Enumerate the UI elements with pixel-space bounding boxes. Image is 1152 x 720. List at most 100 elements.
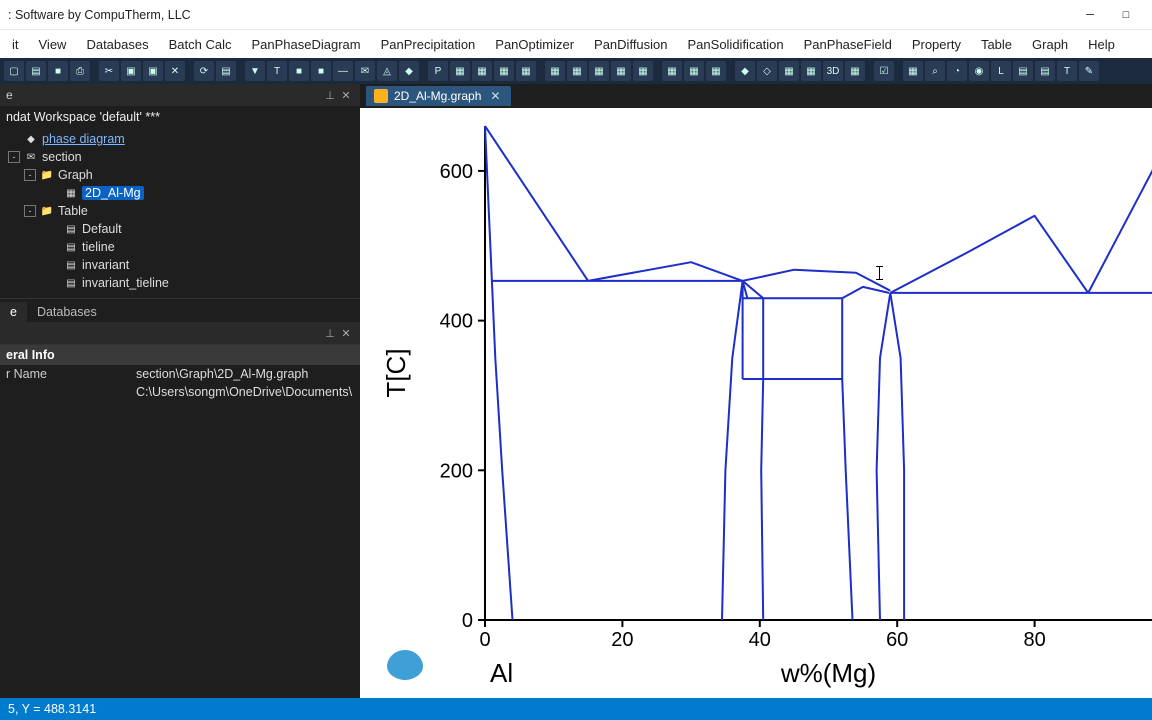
- toolbar-button[interactable]: ▤: [26, 61, 46, 81]
- tree-node-icon: ▦: [64, 186, 78, 200]
- toolbar-button[interactable]: ▦: [903, 61, 923, 81]
- menu-help[interactable]: Help: [1078, 33, 1125, 56]
- toolbar-button[interactable]: ⌕: [925, 61, 945, 81]
- toolbar-button[interactable]: L: [991, 61, 1011, 81]
- toolbar-button[interactable]: ▦: [494, 61, 514, 81]
- tree-item[interactable]: ▤invariant_tieline: [2, 274, 358, 292]
- menu-panphasediagram[interactable]: PanPhaseDiagram: [241, 33, 370, 56]
- tree-expander-icon[interactable]: -: [24, 169, 36, 181]
- workspace-tree[interactable]: ◆phase diagram-✉section-📁Graph ▦ 2D_Al-Mg -…: [0, 128, 360, 298]
- menu-table[interactable]: Table: [971, 33, 1022, 56]
- toolbar-button[interactable]: ■: [48, 61, 68, 81]
- tree-node-label: phase diagram: [42, 132, 125, 146]
- toolbar-button[interactable]: ■: [289, 61, 309, 81]
- toolbar-button[interactable]: ✎: [1079, 61, 1099, 81]
- tree-item[interactable]: ▦ 2D_Al-Mg: [2, 184, 358, 202]
- toolbar-button[interactable]: ▦: [779, 61, 799, 81]
- tree-item[interactable]: -✉section: [2, 148, 358, 166]
- pin-icon[interactable]: ⊥: [322, 327, 338, 340]
- menu-databases[interactable]: Databases: [76, 33, 158, 56]
- toolbar-button[interactable]: ☑: [874, 61, 894, 81]
- toolbar-button[interactable]: ◇: [757, 61, 777, 81]
- toolbar-button[interactable]: —: [333, 61, 353, 81]
- menu-batch-calc[interactable]: Batch Calc: [159, 33, 242, 56]
- menu-it[interactable]: it: [2, 33, 29, 56]
- toolbar-button[interactable]: ▦: [516, 61, 536, 81]
- svg-text:T[C]: T[C]: [381, 348, 411, 397]
- toolbar-button[interactable]: ◬: [377, 61, 397, 81]
- toolbar-button[interactable]: ◆: [399, 61, 419, 81]
- toolbar-button[interactable]: ▦: [589, 61, 609, 81]
- pin-icon[interactable]: ⊥: [322, 89, 338, 102]
- toolbar-button[interactable]: T: [267, 61, 287, 81]
- menu-panoptimizer[interactable]: PanOptimizer: [485, 33, 584, 56]
- info-row: C:\Users\songm\OneDrive\Documents\: [0, 383, 360, 401]
- toolbar-button[interactable]: ▣: [143, 61, 163, 81]
- workspace-panel-title: e: [6, 88, 13, 102]
- svg-text:20: 20: [611, 629, 633, 651]
- menu-view[interactable]: View: [29, 33, 77, 56]
- toolbar-button[interactable]: ▦: [611, 61, 631, 81]
- toolbar-button[interactable]: ▦: [633, 61, 653, 81]
- toolbar-button[interactable]: ▦: [684, 61, 704, 81]
- toolbar-button[interactable]: ✕: [165, 61, 185, 81]
- tree-expander-icon[interactable]: -: [24, 205, 36, 217]
- toolbar-button[interactable]: ▤: [216, 61, 236, 81]
- close-icon[interactable]: ✕: [338, 327, 354, 340]
- toolbar-button[interactable]: ◉: [969, 61, 989, 81]
- tree-expander-icon[interactable]: -: [8, 151, 20, 163]
- tree-item[interactable]: ▤tieline: [2, 238, 358, 256]
- toolbar-button[interactable]: 3D: [823, 61, 843, 81]
- close-icon[interactable]: ✕: [338, 89, 354, 102]
- toolbar-button[interactable]: T: [1057, 61, 1077, 81]
- tree-item[interactable]: ▤Default: [2, 220, 358, 238]
- main-toolbar: ▢▤■⎙✂▣▣✕⟳▤▼T■■—✉◬◆P▦▦▦▦▦▦▦▦▦▦▦▦◆◇▦▦3D▦☑▦…: [0, 58, 1152, 84]
- workspace-tab[interactable]: e: [0, 302, 27, 322]
- toolbar-button[interactable]: ▦: [567, 61, 587, 81]
- toolbar-button[interactable]: ▼: [245, 61, 265, 81]
- tab-close-icon[interactable]: ✕: [487, 89, 503, 103]
- info-panel-title: eral Info: [0, 345, 360, 365]
- toolbar-button[interactable]: ▣: [121, 61, 141, 81]
- toolbar-button[interactable]: ▤: [1013, 61, 1033, 81]
- toolbar-button[interactable]: ▦: [472, 61, 492, 81]
- document-tabs: 2D_Al-Mg.graph ✕: [360, 84, 1152, 108]
- toolbar-button[interactable]: ⟳: [194, 61, 214, 81]
- menu-panphasefield[interactable]: PanPhaseField: [794, 33, 902, 56]
- toolbar-button[interactable]: ◆: [735, 61, 755, 81]
- info-panel-header: ⊥ ✕: [0, 322, 360, 344]
- toolbar-button[interactable]: ▦: [706, 61, 726, 81]
- document-tab[interactable]: 2D_Al-Mg.graph ✕: [366, 86, 511, 106]
- workspace-tab[interactable]: Databases: [27, 302, 107, 322]
- tree-node-icon: 📁: [40, 204, 54, 218]
- tree-item[interactable]: ▤invariant: [2, 256, 358, 274]
- svg-text:400: 400: [440, 311, 473, 333]
- toolbar-button[interactable]: ■: [311, 61, 331, 81]
- menu-graph[interactable]: Graph: [1022, 33, 1078, 56]
- toolbar-button[interactable]: ◔: [947, 61, 967, 81]
- menu-property[interactable]: Property: [902, 33, 971, 56]
- toolbar-button[interactable]: ▦: [450, 61, 470, 81]
- toolbar-button[interactable]: ▦: [545, 61, 565, 81]
- tree-item[interactable]: ◆phase diagram: [2, 130, 358, 148]
- menu-panprecipitation[interactable]: PanPrecipitation: [371, 33, 486, 56]
- tree-item[interactable]: -📁Table: [2, 202, 358, 220]
- toolbar-button[interactable]: ✂: [99, 61, 119, 81]
- menu-pansolidification[interactable]: PanSolidification: [678, 33, 794, 56]
- toolbar-button[interactable]: ▤: [1035, 61, 1055, 81]
- tree-node-label: 2D_Al-Mg: [82, 186, 144, 200]
- menu-pandiffusion[interactable]: PanDiffusion: [584, 33, 677, 56]
- plot-area[interactable]: 0200400600020406080T[C]w%(Mg)AlN: [360, 108, 1152, 698]
- toolbar-button[interactable]: ▦: [845, 61, 865, 81]
- toolbar-button[interactable]: ⎙: [70, 61, 90, 81]
- tree-node-label: invariant_tieline: [82, 276, 169, 290]
- toolbar-button[interactable]: P: [428, 61, 448, 81]
- toolbar-button[interactable]: ▢: [4, 61, 24, 81]
- toolbar-button[interactable]: ▦: [801, 61, 821, 81]
- tree-node-icon: 📁: [40, 168, 54, 182]
- toolbar-button[interactable]: ▦: [662, 61, 682, 81]
- toolbar-button[interactable]: ✉: [355, 61, 375, 81]
- tree-item[interactable]: -📁Graph: [2, 166, 358, 184]
- window-minimize-button[interactable]: —: [1072, 2, 1108, 28]
- window-maximize-button[interactable]: ☐: [1108, 2, 1144, 28]
